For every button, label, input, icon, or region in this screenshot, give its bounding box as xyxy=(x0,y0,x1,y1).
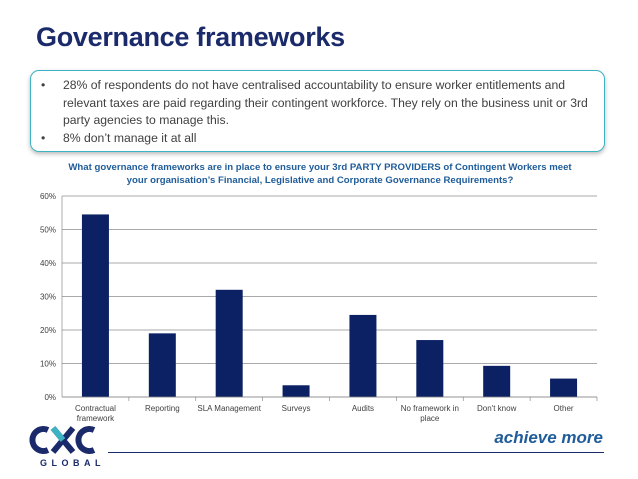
x-tick-label: Surveys xyxy=(282,404,311,413)
y-tick-label: 0% xyxy=(44,393,56,402)
x-tick-label: Other xyxy=(554,404,574,413)
bullet-dot-icon: • xyxy=(41,78,46,92)
bar xyxy=(282,385,310,397)
x-tick-label: Don't know xyxy=(477,404,517,413)
bullet-box: • 28% of respondents do not have central… xyxy=(30,70,605,152)
bar xyxy=(483,365,511,397)
tagline: achieve more xyxy=(494,428,603,447)
bullet-item: • 28% of respondents do not have central… xyxy=(41,77,592,130)
slide-title: Governance frameworks xyxy=(36,22,345,52)
cxc-logo-icon xyxy=(29,426,96,454)
bar xyxy=(215,289,243,397)
x-tick-label: No framework in xyxy=(401,404,459,413)
bar xyxy=(349,314,377,397)
x-tick-label: SLA Management xyxy=(197,404,261,413)
x-tick-label: Contractual xyxy=(75,404,116,413)
x-tick-label: framework xyxy=(77,414,115,423)
bar xyxy=(416,340,444,397)
bar xyxy=(148,333,176,397)
chart-title: What governance frameworks are in place … xyxy=(68,162,572,186)
y-tick-label: 40% xyxy=(40,259,56,268)
bullet-text: 28% of respondents do not have centralis… xyxy=(63,78,588,127)
y-tick-label: 30% xyxy=(40,293,56,302)
bar xyxy=(81,214,109,397)
logo-text: GLOBAL xyxy=(40,458,105,468)
bullet-text: 8% don’t manage it at all xyxy=(63,130,197,145)
y-tick-label: 50% xyxy=(40,226,56,235)
x-tick-label: Reporting xyxy=(145,404,180,413)
bullet-item: • 8% don’t manage it at all xyxy=(41,130,592,148)
x-tick-label: place xyxy=(420,414,440,423)
bullet-dot-icon: • xyxy=(41,130,46,145)
bar xyxy=(550,378,578,397)
footer-divider xyxy=(108,452,604,453)
y-tick-label: 60% xyxy=(40,192,56,201)
y-tick-label: 10% xyxy=(40,360,56,369)
y-tick-label: 20% xyxy=(40,326,56,335)
x-tick-label: Audits xyxy=(352,404,374,413)
